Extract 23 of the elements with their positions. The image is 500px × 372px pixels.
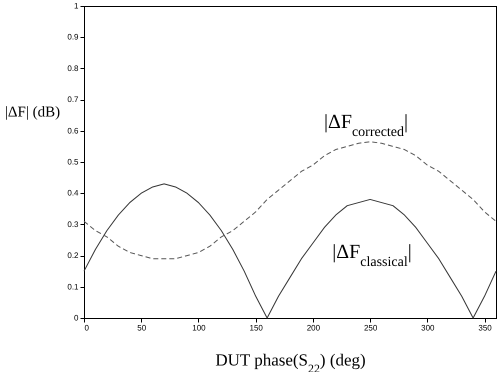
y-tick-label: 0 <box>74 314 80 322</box>
y-tick-label: 0.3 <box>67 220 80 229</box>
x-tick-label: 0 <box>84 324 90 332</box>
y-tick-label: 0.7 <box>67 95 80 104</box>
x-tick-label: 150 <box>249 324 264 332</box>
y-tick-label: 0.1 <box>67 282 80 292</box>
y-tick-label: 0.8 <box>67 64 80 73</box>
x-tick-label: 100 <box>192 324 206 332</box>
x-tick-label: 50 <box>137 324 147 332</box>
y-tick-label: 0.5 <box>67 158 80 166</box>
line-series <box>84 183 496 318</box>
x-tick-label: 350 <box>478 324 492 332</box>
y-tick-label: 0.2 <box>67 251 80 260</box>
y-tick-label: 0.9 <box>67 32 80 42</box>
y-tick-label: 0.6 <box>67 126 80 136</box>
y-tick-label: 1 <box>74 2 80 10</box>
x-tick-label: 250 <box>364 324 378 332</box>
x-tick-label: 200 <box>306 324 321 332</box>
annotation: |ΔF$_{corrected}$| <box>324 111 408 140</box>
x-tick-label: 300 <box>421 324 436 332</box>
annotation: |ΔF$_{classical}$| <box>332 241 412 270</box>
y-axis-title: |ΔF| (dB) <box>4 104 60 120</box>
y-tick-label: 0.4 <box>67 188 80 198</box>
